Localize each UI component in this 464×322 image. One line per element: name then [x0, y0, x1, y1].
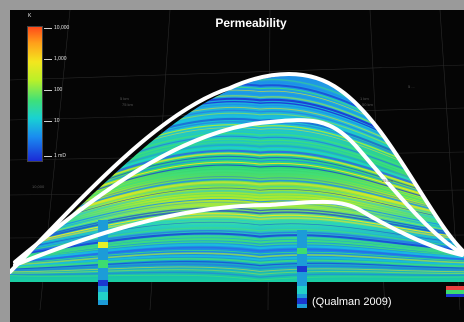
- permeability-layer: [10, 255, 464, 268]
- legend-tick-label: 10,000: [54, 25, 70, 31]
- permeability-layer: [10, 189, 464, 238]
- permeability-layer: [10, 229, 464, 256]
- permeability-layer: [10, 271, 464, 278]
- viewport-3d: 5 km 75 km 1 km 50 km 10,000 5 ... 25 km: [10, 10, 464, 322]
- horizon-lines: [10, 72, 464, 274]
- permeability-body: [10, 75, 464, 282]
- legend-tick: [44, 28, 52, 29]
- permeability-layer: [10, 196, 464, 240]
- legend-tick-label: 1,000: [54, 56, 67, 62]
- legend-tick: [44, 90, 52, 91]
- permeability-layer: [10, 263, 464, 272]
- permeability-layer: [10, 187, 464, 236]
- permeability-layer: [10, 193, 464, 239]
- legend-tick-label: 100: [54, 87, 63, 93]
- legend-tick: [44, 59, 52, 60]
- permeability-layer: [10, 235, 464, 259]
- permeability-layer: [10, 221, 464, 252]
- permeability-layer: [10, 209, 464, 247]
- legend-tick-label: 1 mD: [54, 153, 66, 159]
- legend-tick: [44, 156, 52, 157]
- permeability-layer: [10, 204, 464, 244]
- permeability-color-scale: [27, 26, 43, 162]
- legend-unit: K: [28, 13, 32, 19]
- grid-label: 10,000: [32, 184, 45, 189]
- horizon-middle: [13, 118, 462, 264]
- legend-tick: [44, 121, 52, 122]
- horizon-top: [10, 72, 464, 274]
- grid-label: 5 km: [120, 96, 129, 101]
- grid-label: 50 km: [362, 102, 373, 107]
- permeability-layer: [10, 266, 464, 273]
- legend-tick-label: 10: [54, 118, 60, 124]
- permeability-layer: [10, 175, 464, 231]
- grid-label: 5 ...: [408, 84, 415, 89]
- permeability-layer: [10, 207, 464, 245]
- permeability-layer: [10, 260, 464, 270]
- permeability-layer: [10, 241, 464, 261]
- grid-label: 75 km: [122, 102, 133, 107]
- permeability-layer: [10, 232, 464, 258]
- permeability-layer: [10, 243, 464, 263]
- permeability-layer: [10, 269, 464, 275]
- permeability-layer: [10, 274, 464, 281]
- permeability-layer: [10, 184, 464, 235]
- permeability-layer: [10, 257, 464, 269]
- grid-label: 25 km: [382, 178, 393, 183]
- permeability-layer: [10, 246, 464, 264]
- wells: [98, 220, 307, 308]
- permeability-layer: [10, 198, 464, 241]
- permeability-layer: [10, 249, 464, 265]
- corner-model-piece: [446, 286, 464, 297]
- figure-credit: (Qualman 2009): [312, 296, 392, 308]
- permeability-layer: [10, 213, 464, 248]
- horizon-base: [13, 199, 464, 267]
- reservoir-model-scene: [10, 10, 464, 311]
- permeability-layer: [10, 238, 464, 260]
- grid-label: 1 km: [360, 96, 369, 101]
- figure-title: Permeability: [215, 16, 287, 30]
- permeability-layer: [10, 252, 464, 267]
